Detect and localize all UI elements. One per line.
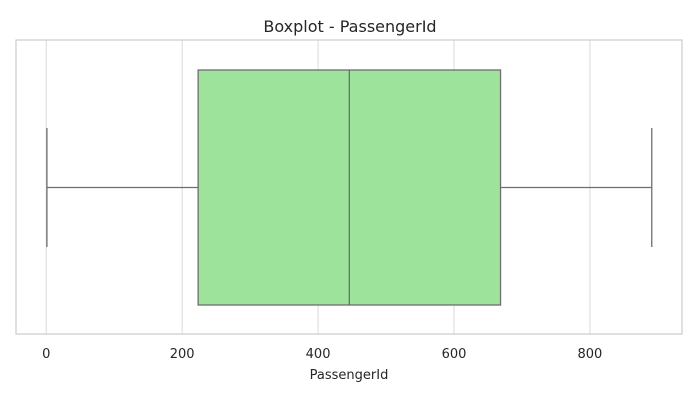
x-tick-label-600: 600	[442, 347, 467, 362]
plot-frame	[15, 39, 683, 335]
chart-title: Boxplot - PassengerId	[263, 17, 436, 36]
x-tick-label-400: 400	[306, 347, 331, 362]
box-plot	[46, 69, 653, 306]
x-tick-label-800: 800	[578, 347, 603, 362]
x-axis-label: PassengerId	[310, 368, 389, 383]
x-tick-labels: 0 200 400 600 800	[42, 347, 602, 362]
x-tick-label-200: 200	[170, 347, 195, 362]
x-tick-label-0: 0	[42, 347, 50, 362]
